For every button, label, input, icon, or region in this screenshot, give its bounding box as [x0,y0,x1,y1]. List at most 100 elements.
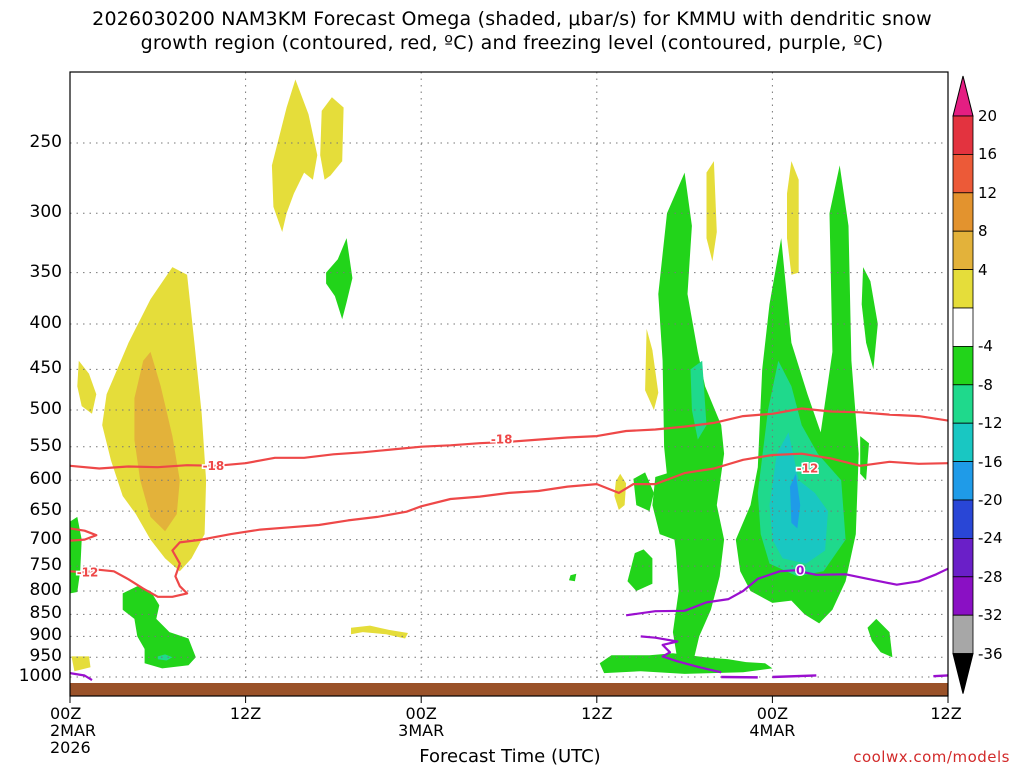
xtick-line: 2MAR [50,721,97,740]
ytick-label-500: 500 [29,399,62,419]
contour-label-4: 0 [796,563,804,577]
colorbar-segment-pos4 [952,269,974,309]
contour-surface-2 [933,674,948,678]
colorbar-segment-neg20 [952,499,974,539]
temperature-contours [70,407,948,682]
ytick-label-800: 800 [29,580,62,601]
xtick-line: 00Z [50,704,82,723]
xtick-line: 12Z [930,704,962,723]
ascent-core-hr42 [690,360,707,440]
chart-title-line-2: growth region (contoured, red, ºC) and f… [140,32,884,54]
ytick-label-900: 900 [29,625,62,646]
ytick-label-550: 550 [29,435,62,456]
subsidence-blob-hr1 [77,360,97,414]
subsidence-blob-hr44 [706,161,717,262]
xtick-line: 3MAR [398,721,445,740]
colorbar-segment-neg4 [952,345,974,386]
site-credit: coolwx.com/models [853,748,1010,766]
omega-shading-layer [70,79,893,674]
ascent-core-hr6-low [157,654,173,661]
contour-surface-1 [772,674,817,679]
ytick-label-450: 450 [29,358,62,379]
subsidence-blob-hr49 [787,161,799,275]
contour-label-1: -18 [491,433,513,447]
ytick-label-1000: 1000 [18,666,62,686]
colorbar-segment-pos8 [952,230,974,270]
xtick-label-24: 00Z 3MAR [386,705,456,739]
ytick-label-600: 600 [29,469,62,490]
ascent-blob-hr38 [627,549,653,591]
contour-2 [70,527,98,542]
colorbar-segment-pos20 [952,115,974,155]
colorbar-label-8: 8 [978,222,988,241]
subsidence-core-hr6 [134,351,180,532]
contour-4 [640,635,722,674]
contour-label-3: -12 [797,461,819,475]
subsidence-blob-surface [71,656,91,672]
colorbar-label-neg20: -20 [978,491,1003,509]
colorbar-segment-neg28 [952,576,974,616]
ascent-blob-hr39-mid [633,472,654,512]
ytick-label-400: 400 [29,313,62,334]
ascent-blob-hr54 [861,267,878,370]
ascent-column-hr42 [658,172,725,668]
contour-3 [625,567,948,617]
subsidence-blob-hr39 [645,328,659,410]
colorbar-label-neg4: -4 [978,337,993,356]
contour-label-0: -18 [203,459,225,473]
subsidence-blob-hr20-low [351,625,408,639]
colorbar-label-20: 20 [978,107,998,125]
xtick-label-48: 00Z 4MAR [737,705,807,739]
colorbar-segment-zero [952,307,974,347]
ytick-label-300: 300 [29,202,62,223]
colorbar-label-neg16: -16 [978,452,1003,471]
xtick-label-0: 00Z 2MAR 2026 [50,705,120,756]
xtick-label-12: 12Z [211,705,281,722]
ascent-blob-hr5-low [122,586,196,669]
ascent-blob-hr0 [70,516,82,594]
colorbar-label-16: 16 [978,145,998,164]
ytick-label-650: 650 [29,500,62,521]
ascent-blob-hr54-mid [860,436,869,481]
contour-1 [70,452,948,598]
xtick-line: 2026 [50,738,91,757]
ground-surface [70,683,948,696]
contour-label-2: -12 [77,565,99,579]
ytick-label-250: 250 [29,132,62,152]
subsidence-blob-hr17 [320,97,344,180]
xtick-line: 00Z [405,704,437,723]
colorbar-label-neg24: -24 [978,529,1003,548]
contour-labels: -18 -18 -12 -12 0 [75,431,820,581]
subsidence-blob-hr15 [271,79,318,232]
colorbar-label-neg32: -32 [978,606,1003,625]
xtick-line: 12Z [581,704,613,723]
contour-5 [70,672,93,682]
xtick-line: 00Z [756,704,789,723]
colorbar-label-12: 12 [978,183,998,202]
colorbar-segment-neg16 [952,461,974,501]
ascent-blob-hr40-mid [652,472,682,540]
ytick-label-950: 950 [29,646,62,667]
ascent-max-hr49 [790,473,801,529]
ytick-label-700: 700 [29,528,62,549]
ascent-blob-hr55-low [867,618,893,658]
colorbar-segment-pos16 [952,153,974,194]
colorbar-label-neg8: -8 [978,375,993,394]
colorbar-segment-neg12 [952,422,974,463]
ytick-label-850: 850 [29,603,62,624]
ascent-blob-hr18-upper [326,238,353,320]
colorbar-bottom-arrow [952,653,974,694]
xtick-label-36: 12Z [562,705,632,722]
axis-ticks [69,696,949,703]
colorbar-label-neg36: -36 [978,644,1003,663]
colorbar-segment-pos12 [952,192,974,232]
colorbar-top-arrow [952,75,974,117]
colorbar-label-4: 4 [978,260,988,279]
colorbar-segment-neg8 [952,384,974,424]
ytick-label-350: 350 [29,261,62,282]
contour-0 [70,407,948,470]
colorbar-segment-neg24 [952,538,974,578]
colorbar-segment-neg32 [952,614,974,655]
colorbar-label-neg12: -12 [978,414,1003,433]
